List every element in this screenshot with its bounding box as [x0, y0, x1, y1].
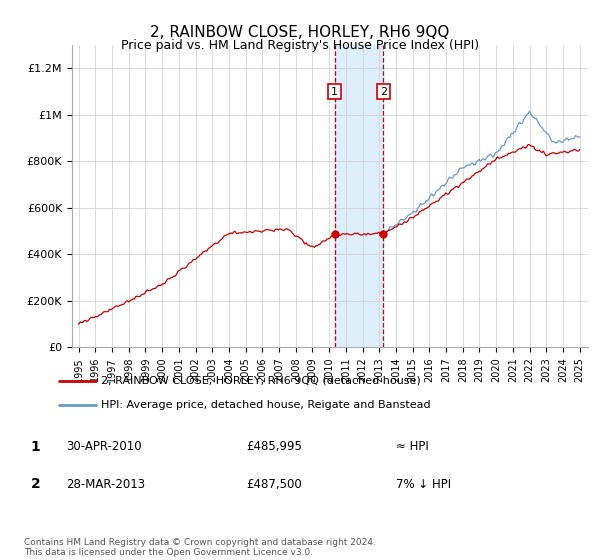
Text: Contains HM Land Registry data © Crown copyright and database right 2024.
This d: Contains HM Land Registry data © Crown c…: [24, 538, 376, 557]
Text: 1: 1: [31, 440, 40, 454]
Text: ≈ HPI: ≈ HPI: [396, 440, 429, 453]
Text: £487,500: £487,500: [246, 478, 302, 491]
Text: 2: 2: [31, 477, 40, 491]
Text: Price paid vs. HM Land Registry's House Price Index (HPI): Price paid vs. HM Land Registry's House …: [121, 39, 479, 52]
Text: 30-APR-2010: 30-APR-2010: [66, 440, 142, 453]
Text: HPI: Average price, detached house, Reigate and Banstead: HPI: Average price, detached house, Reig…: [101, 400, 430, 409]
Text: 7% ↓ HPI: 7% ↓ HPI: [396, 478, 451, 491]
Text: 28-MAR-2013: 28-MAR-2013: [66, 478, 145, 491]
Text: £485,995: £485,995: [246, 440, 302, 453]
Text: 1: 1: [331, 87, 338, 97]
Text: 2, RAINBOW CLOSE, HORLEY, RH6 9QQ (detached house): 2, RAINBOW CLOSE, HORLEY, RH6 9QQ (detac…: [101, 376, 421, 386]
Bar: [335, 45, 383, 347]
Text: 2, RAINBOW CLOSE, HORLEY, RH6 9QQ: 2, RAINBOW CLOSE, HORLEY, RH6 9QQ: [151, 25, 449, 40]
Text: 2: 2: [380, 87, 387, 97]
